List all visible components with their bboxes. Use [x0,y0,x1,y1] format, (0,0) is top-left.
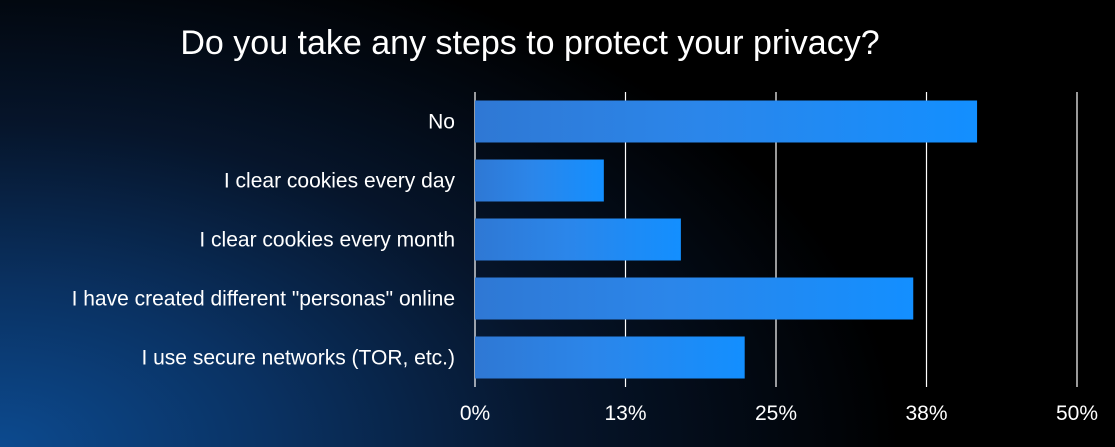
tick-label-2: 25% [755,402,797,425]
category-label-1: I clear cookies every day [224,170,456,193]
tick-labels: 0% 13% 25% 38% 50% [460,402,1098,425]
tick-label-0: 0% [460,402,490,425]
chart-title: Do you take any steps to protect your pr… [180,24,880,62]
bar-2 [475,218,681,261]
category-label-3: I have created different "personas" onli… [72,288,455,311]
category-labels: No I clear cookies every day I clear cooki… [72,111,456,370]
bars [475,100,978,379]
bar-0 [475,100,978,143]
category-label-4: I use secure networks (TOR, etc.) [141,347,455,370]
bar-1 [475,159,604,202]
bar-3 [475,277,914,320]
tick-label-1: 13% [604,402,646,425]
bar-4 [475,336,745,379]
tick-label-4: 50% [1056,402,1098,425]
tick-label-3: 38% [905,402,947,425]
category-label-2: I clear cookies every month [199,229,455,252]
category-label-0: No [428,111,455,134]
